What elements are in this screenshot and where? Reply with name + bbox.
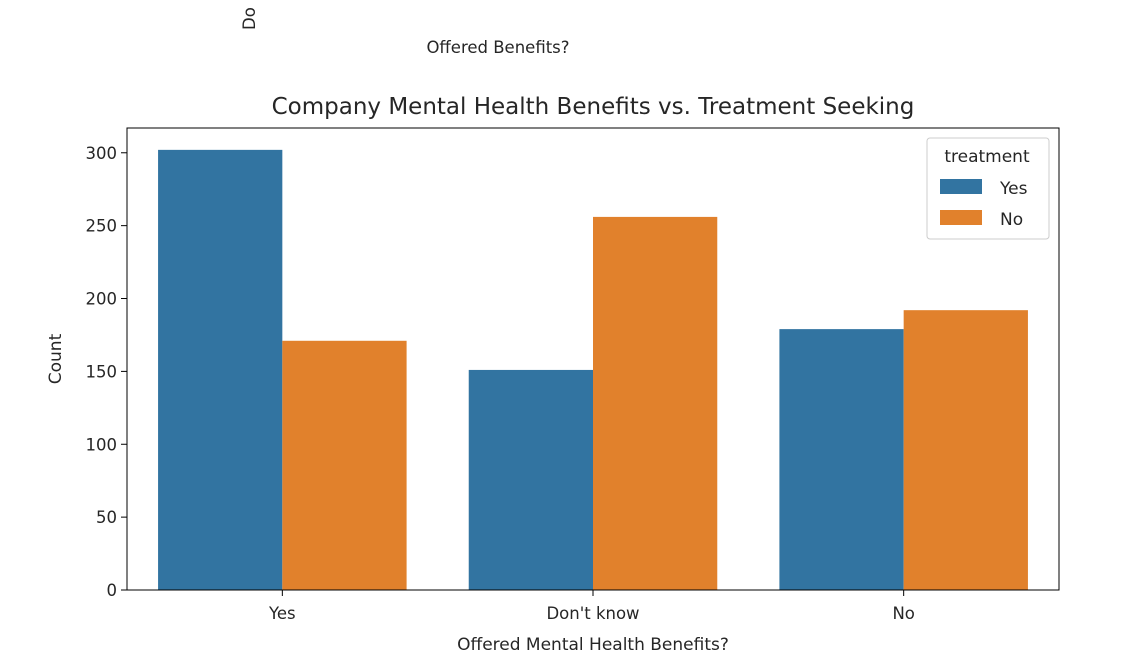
y-axis: 0 50 100 150 200 250 300 [86,144,127,600]
overlay-fragment-label: Offered Benefits? [426,38,569,57]
bar-yes-1 [468,369,593,590]
chart-title: Company Mental Health Benefits vs. Treat… [272,94,915,120]
x-tick-label: Yes [268,604,296,623]
bar-yes-0 [158,149,283,590]
x-tick-label: Don't know [546,604,639,623]
y-axis-label: Count [46,333,66,384]
y-tick-label: 300 [86,144,118,163]
y-tick-label: 200 [86,290,118,309]
y-tick-label: 150 [86,362,118,381]
legend-swatch-no [940,210,982,225]
x-axis: Yes Don't know No [268,590,915,623]
y-tick-label: 0 [107,581,118,600]
bars-layer [158,149,1028,590]
overlay-rotated-fragment: Do [240,7,259,30]
bar-no-0 [282,340,407,590]
bar-no-1 [593,216,718,590]
x-axis-label: Offered Mental Health Benefits? [457,635,729,655]
y-tick-label: 50 [96,508,117,527]
bar-yes-2 [779,329,904,590]
legend: treatment Yes No [926,137,1050,240]
legend-label-no: No [1000,210,1023,230]
legend-label-yes: Yes [999,179,1028,199]
y-tick-label: 100 [86,435,118,454]
legend-swatch-yes [940,179,982,194]
y-tick-label: 250 [86,217,118,236]
legend-title: treatment [944,147,1030,167]
x-tick-label: No [892,604,914,623]
plot-frame [126,127,1060,591]
bar-no-2 [903,310,1028,590]
